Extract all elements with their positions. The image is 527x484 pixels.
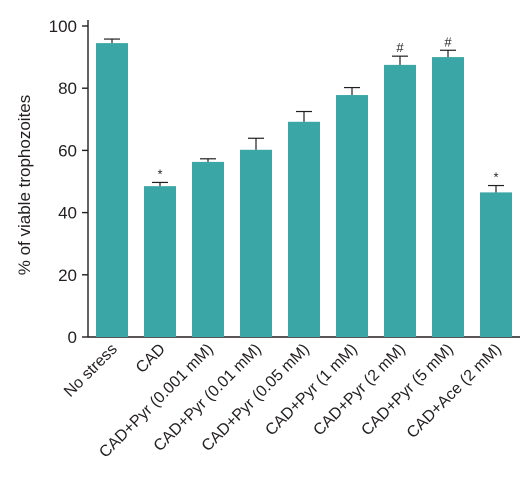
category-label: CAD+Ace (2 mM) [404,341,505,442]
y-tick-label: 40 [58,204,77,223]
y-axis-title: % of viable trophozoites [15,95,34,276]
bar [336,95,368,338]
bar [144,186,176,337]
y-tick-label: 60 [58,141,77,160]
bar [192,161,224,337]
bar [96,43,128,337]
y-tick-label: 80 [58,79,77,98]
category-label: CAD+Pyr (5 mM) [358,341,456,439]
category-label: CAD [133,341,169,377]
significance-marker: # [396,40,404,55]
significance-marker: * [157,166,162,181]
category-label: No stress [61,341,121,401]
bars [96,38,512,338]
category-label: CAD+Pyr (2 mM) [310,341,408,439]
bar [384,64,416,337]
y-tick-label: 100 [49,17,77,36]
y-tick-label: 20 [58,266,77,285]
bar [240,149,272,337]
bar [480,192,512,337]
significance-marker: # [444,34,452,49]
bar [288,121,320,338]
bar [432,57,464,337]
significance-marker: * [493,170,498,185]
y-tick-label: 0 [68,328,77,347]
category-label: CAD+Pyr (1 mM) [262,341,360,439]
